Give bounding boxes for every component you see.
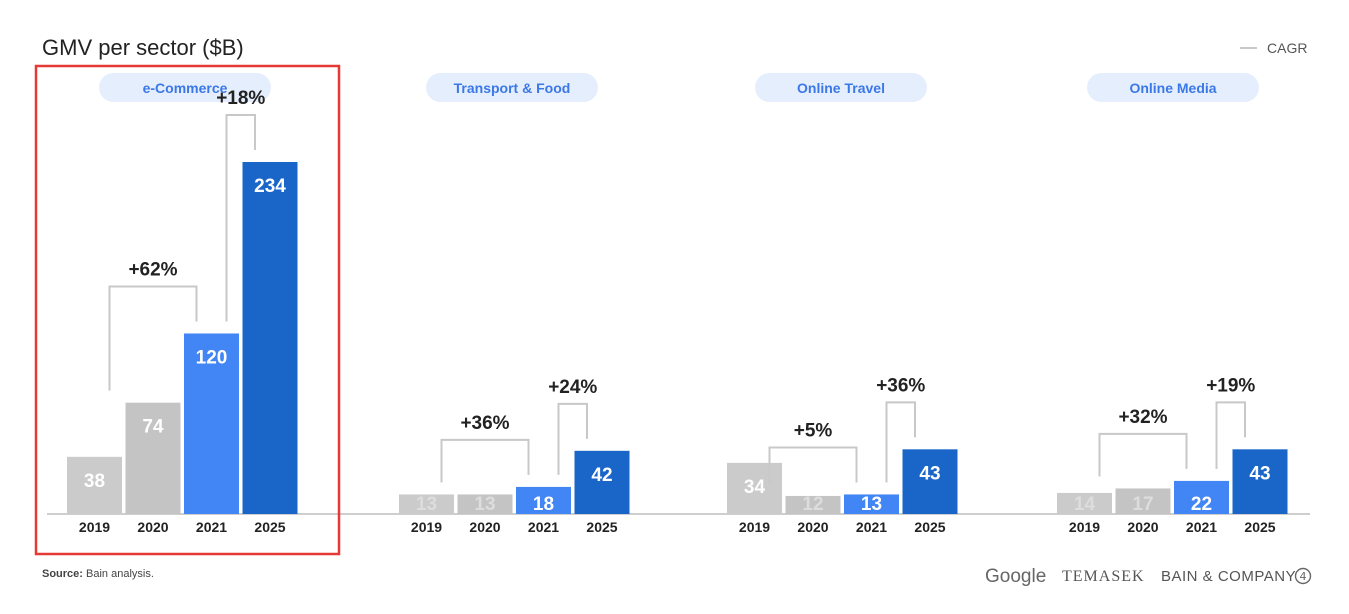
bar-online-travel-2025 — [902, 449, 958, 514]
bar-e-commerce-2021 — [184, 333, 239, 514]
source-note: Source: Bain analysis. — [42, 568, 154, 580]
value-label-online-media-2021: 22 — [1191, 494, 1212, 515]
year-label-transport-food-2020: 2020 — [469, 519, 500, 535]
year-label-online-travel-2025: 2025 — [914, 519, 945, 535]
cagr-label-e-commerce-1: +62% — [128, 259, 177, 280]
cagr-bracket-online-media-2 — [1215, 401, 1246, 469]
year-label-e-commerce-2020: 2020 — [137, 519, 168, 535]
bar-e-commerce-2020 — [125, 402, 181, 514]
value-label-online-travel-2021: 13 — [861, 494, 882, 515]
value-label-e-commerce-2019: 38 — [84, 471, 105, 492]
cagr-label-transport-food-1: +36% — [460, 413, 509, 434]
value-label-transport-food-2019: 13 — [416, 494, 437, 515]
year-label-online-travel-2020: 2020 — [797, 519, 828, 535]
bar-online-travel-2020 — [785, 495, 841, 514]
bain-logo: BAIN & COMPANY — [1161, 568, 1296, 585]
sector-pill — [426, 73, 598, 102]
cagr-bracket-online-travel-1 — [768, 446, 858, 484]
value-label-online-media-2020: 17 — [1132, 494, 1153, 515]
bar-e-commerce-2025 — [242, 162, 298, 514]
cagr-label-online-media-2: +19% — [1206, 375, 1255, 396]
cagr-label-transport-food-2: +24% — [548, 377, 597, 398]
year-label-e-commerce-2025: 2025 — [254, 519, 285, 535]
value-label-e-commerce-2025: 234 — [254, 176, 286, 197]
legend-cagr: CAGR — [1267, 40, 1307, 56]
panel-e-commerce: e-Commerce 38 2019 74 2020 120 2021 234 2025 +62%… — [67, 73, 298, 535]
year-label-online-media-2020: 2020 — [1127, 519, 1158, 535]
value-label-e-commerce-2021: 120 — [196, 347, 228, 368]
value-label-online-travel-2025: 43 — [919, 463, 940, 484]
panel-online-travel: Online Travel 34 2019 12 2020 13 2021 43 2025 +5%… — [727, 73, 958, 535]
year-label-online-travel-2019: 2019 — [739, 519, 770, 535]
bar-online-travel-2019 — [727, 462, 782, 514]
year-label-transport-food-2025: 2025 — [586, 519, 617, 535]
cagr-label-online-media-1: +32% — [1118, 407, 1167, 428]
cagr-bracket-transport-food-1 — [440, 438, 530, 483]
sector-label: Online Media — [1129, 80, 1216, 96]
year-label-e-commerce-2021: 2021 — [196, 519, 227, 535]
value-label-transport-food-2021: 18 — [533, 494, 554, 515]
value-label-transport-food-2020: 13 — [474, 494, 495, 515]
sector-pill — [755, 73, 927, 102]
cagr-label-online-travel-1: +5% — [794, 420, 833, 441]
value-label-e-commerce-2020: 74 — [142, 417, 164, 438]
panel-online-media: Online Media 14 2019 17 2020 22 2021 43 2025 +32%… — [1057, 73, 1288, 535]
bar-online-media-2020 — [1115, 488, 1171, 514]
panel-transport-food: Transport & Food 13 2019 13 2020 18 2021 42 2025… — [399, 73, 630, 535]
value-label-online-travel-2020: 12 — [802, 494, 823, 515]
value-label-transport-food-2025: 42 — [591, 465, 612, 486]
value-label-online-travel-2019: 34 — [744, 477, 766, 498]
bar-e-commerce-2019 — [67, 456, 122, 514]
year-label-online-travel-2021: 2021 — [856, 519, 887, 535]
cagr-bracket-online-travel-2 — [885, 401, 916, 483]
bain-mark-icon — [1294, 567, 1312, 585]
cagr-bracket-online-media-1 — [1098, 432, 1188, 477]
bar-transport-food-2025 — [574, 450, 630, 514]
bar-transport-food-2020 — [457, 494, 513, 514]
google-logo: Google — [985, 566, 1046, 587]
sector-pill — [99, 73, 271, 102]
chart-title: GMV per sector ($B) — [42, 35, 244, 60]
year-label-online-media-2019: 2019 — [1069, 519, 1100, 535]
temasek-logo: TEMASEK — [1062, 568, 1145, 585]
sector-panels: e-Commerce 38 2019 74 2020 120 2021 234 2025 +62%… — [67, 73, 1288, 535]
year-label-transport-food-2021: 2021 — [528, 519, 559, 535]
bar-online-media-2019 — [1057, 492, 1112, 514]
cagr-bracket-e-commerce-1 — [108, 285, 198, 391]
value-label-online-media-2019: 14 — [1074, 494, 1096, 515]
highlight-box — [34, 64, 341, 556]
value-label-online-media-2025: 43 — [1249, 463, 1270, 484]
year-label-e-commerce-2019: 2019 — [79, 519, 110, 535]
bar-transport-food-2019 — [399, 494, 454, 514]
cagr-bracket-e-commerce-2 — [225, 114, 256, 322]
bar-transport-food-2021 — [516, 486, 571, 514]
cagr-label-e-commerce-2: +18% — [216, 88, 265, 109]
year-label-online-media-2025: 2025 — [1244, 519, 1275, 535]
sector-label: e-Commerce — [143, 80, 228, 96]
bar-online-travel-2021 — [844, 494, 899, 514]
year-label-online-media-2021: 2021 — [1186, 519, 1217, 535]
cagr-bracket-transport-food-2 — [557, 402, 588, 475]
bar-online-media-2025 — [1232, 449, 1288, 514]
bain-mark-digit: 4 — [1300, 570, 1307, 583]
sector-pill — [1087, 73, 1259, 102]
sector-label: Transport & Food — [454, 80, 571, 96]
year-label-transport-food-2019: 2019 — [411, 519, 442, 535]
bar-online-media-2021 — [1174, 480, 1229, 514]
sector-label: Online Travel — [797, 80, 885, 96]
cagr-label-online-travel-2: +36% — [876, 375, 925, 396]
